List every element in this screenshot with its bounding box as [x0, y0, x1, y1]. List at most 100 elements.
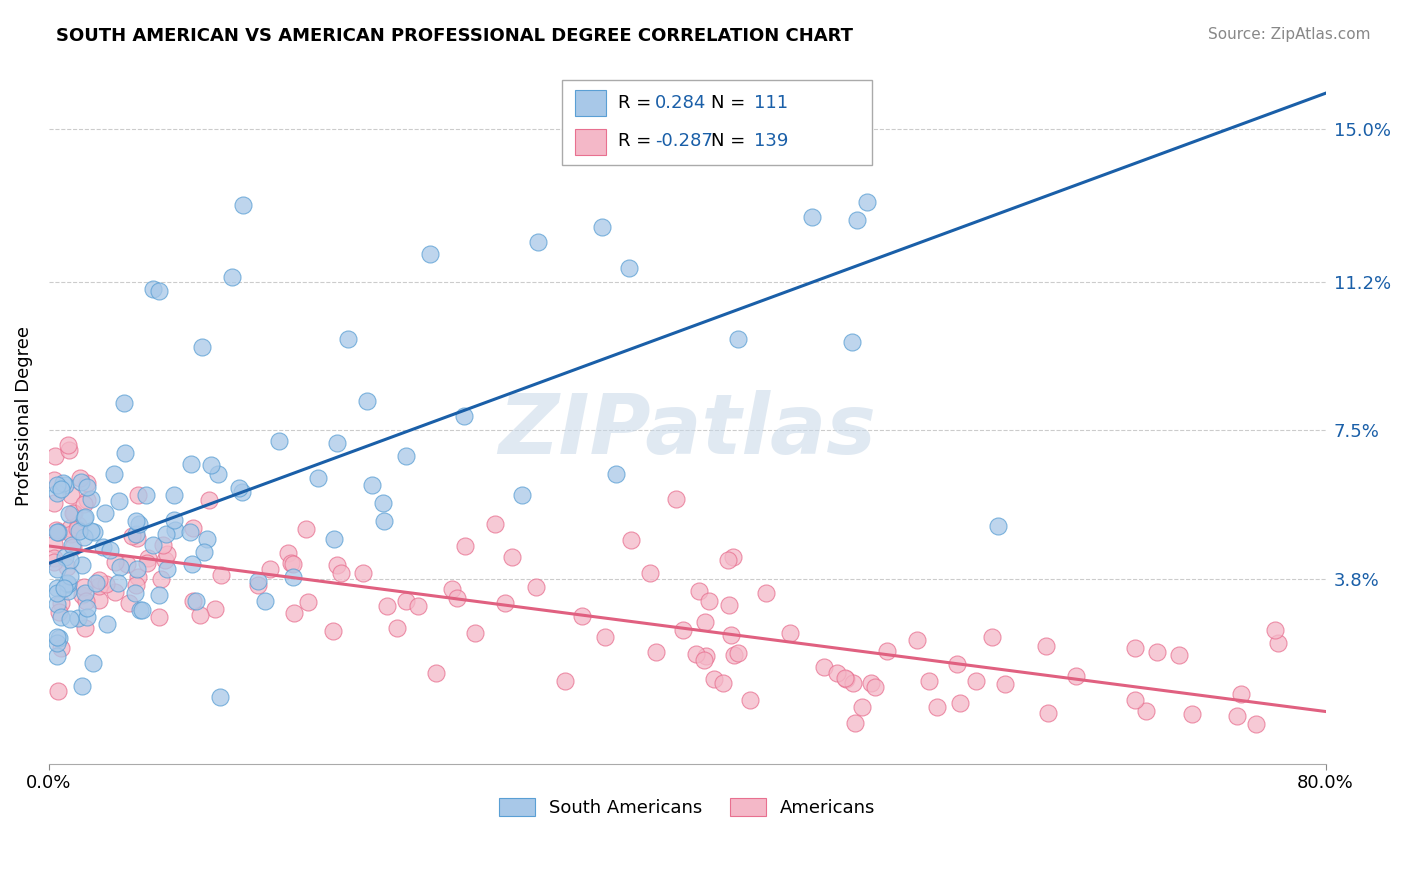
Point: [740, 693, 762, 707]
Point: [80, 524, 103, 538]
Point: [66, 517, 89, 532]
Point: [510, 488, 533, 502]
Point: [142, 282, 165, 296]
Point: [980, 630, 1002, 644]
Point: [163, 523, 186, 537]
Text: N =: N =: [711, 132, 751, 150]
Point: [42, 550, 65, 565]
Point: [148, 609, 170, 624]
Point: [1229, 687, 1251, 701]
Point: [76, 601, 98, 615]
Point: [163, 488, 186, 502]
Text: Source: ZipAtlas.com: Source: ZipAtlas.com: [1208, 27, 1371, 42]
Point: [51, 609, 73, 624]
Point: [75, 621, 97, 635]
Point: [46, 631, 69, 645]
Point: [373, 514, 395, 528]
FancyBboxPatch shape: [575, 90, 606, 116]
Point: [591, 219, 613, 234]
Point: [103, 584, 125, 599]
Point: [56, 583, 79, 598]
Point: [228, 481, 250, 495]
Point: [856, 194, 879, 209]
Point: [148, 284, 170, 298]
Point: [42, 473, 65, 487]
Point: [395, 594, 418, 608]
Point: [688, 583, 710, 598]
Point: [153, 553, 176, 567]
Point: [70, 679, 93, 693]
Point: [865, 680, 887, 694]
Point: [46, 562, 69, 576]
Point: [208, 690, 231, 704]
Point: [800, 211, 823, 225]
Point: [46, 581, 69, 595]
Point: [441, 582, 464, 596]
Point: [1064, 669, 1087, 683]
Text: R =: R =: [619, 94, 657, 112]
Point: [779, 626, 801, 640]
Point: [180, 557, 202, 571]
Point: [46, 524, 69, 539]
Point: [66, 522, 89, 536]
Point: [697, 594, 720, 608]
Point: [118, 596, 141, 610]
Point: [69, 475, 91, 490]
Point: [42, 495, 65, 509]
Point: [125, 514, 148, 528]
Point: [125, 578, 148, 592]
Point: [593, 630, 616, 644]
Point: [70, 589, 93, 603]
Point: [425, 665, 447, 680]
Point: [267, 434, 290, 448]
Point: [834, 671, 856, 685]
Point: [60, 526, 83, 541]
Point: [70, 558, 93, 573]
Point: [46, 477, 69, 491]
Point: [464, 626, 486, 640]
Point: [98, 542, 121, 557]
Point: [142, 538, 165, 552]
Point: [76, 609, 98, 624]
Point: [46, 524, 69, 539]
Point: [89, 573, 111, 587]
Point: [112, 395, 135, 409]
Point: [104, 555, 127, 569]
Point: [1123, 640, 1146, 655]
Point: [453, 409, 475, 423]
Point: [571, 608, 593, 623]
Point: [75, 593, 97, 607]
Point: [860, 676, 883, 690]
Point: [221, 270, 243, 285]
Point: [73, 510, 96, 524]
Point: [232, 198, 254, 212]
Point: [52, 581, 75, 595]
Point: [352, 566, 374, 580]
Point: [655, 125, 678, 139]
Point: [1135, 704, 1157, 718]
Point: [329, 566, 352, 580]
Point: [48, 524, 70, 539]
Point: [209, 567, 232, 582]
Point: [841, 334, 863, 349]
Point: [73, 580, 96, 594]
Text: SOUTH AMERICAN VS AMERICAN PROFESSIONAL DEGREE CORRELATION CHART: SOUTH AMERICAN VS AMERICAN PROFESSIONAL …: [56, 27, 853, 45]
Point: [115, 557, 138, 571]
Point: [49, 641, 72, 656]
Point: [124, 586, 146, 600]
Point: [385, 621, 408, 635]
Point: [60, 488, 83, 502]
Point: [63, 506, 86, 520]
Point: [685, 647, 707, 661]
Point: [62, 506, 84, 520]
Point: [59, 521, 82, 535]
Point: [1181, 706, 1204, 721]
Point: [53, 478, 76, 492]
Point: [87, 593, 110, 607]
Point: [56, 575, 79, 590]
Point: [723, 648, 745, 662]
Point: [156, 547, 179, 561]
Point: [62, 541, 84, 555]
Point: [198, 493, 221, 508]
Point: [148, 589, 170, 603]
